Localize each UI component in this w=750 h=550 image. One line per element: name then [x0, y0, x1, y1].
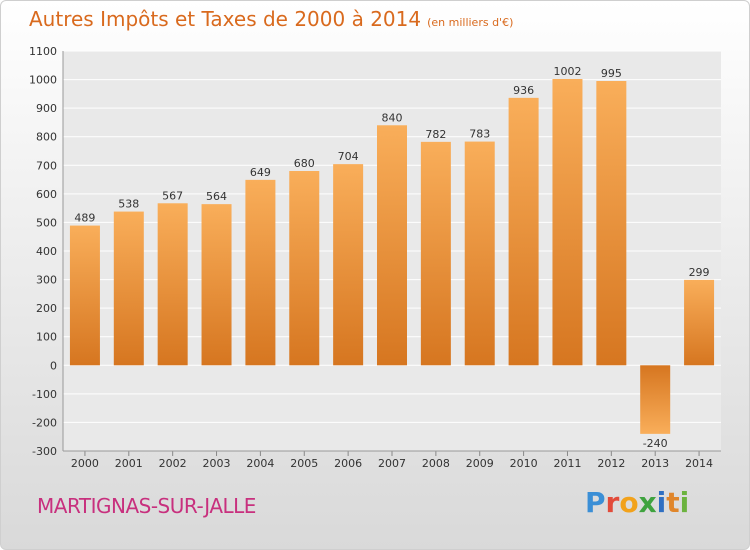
- bar: [69, 225, 100, 366]
- x-tick-label: 2009: [466, 457, 494, 470]
- x-tick-label: 2000: [71, 457, 99, 470]
- chart-title: Autres Impôts et Taxes de 2000 à 2014 (en…: [29, 7, 513, 31]
- x-tick-label: 2002: [159, 457, 187, 470]
- data-label: 840: [382, 111, 403, 124]
- labels-layer: -300 -200 -100 0 100 200 300 400 500 600 700 800 900…: [29, 45, 713, 470]
- x-tick-label: 2003: [203, 457, 231, 470]
- bar: [201, 204, 232, 366]
- data-label: 649: [250, 166, 271, 179]
- data-label: 782: [425, 128, 446, 141]
- y-tick-label: 900: [36, 102, 57, 115]
- chart-unit: (en milliers d'€): [427, 16, 514, 29]
- bar: [508, 97, 539, 366]
- bar: [333, 164, 364, 366]
- y-tick-label: 0: [50, 359, 57, 372]
- y-tick-label: -200: [32, 416, 57, 429]
- bar: [552, 79, 583, 366]
- bar: [464, 141, 495, 366]
- data-label: 538: [118, 198, 139, 211]
- data-label: 680: [294, 157, 315, 170]
- data-label: -240: [643, 437, 668, 450]
- data-label: 936: [513, 84, 534, 97]
- y-tick-label: 800: [36, 131, 57, 144]
- bar: [420, 141, 451, 366]
- x-tick-label: 2008: [422, 457, 450, 470]
- data-label: 489: [74, 212, 95, 225]
- x-tick-label: 2011: [553, 457, 581, 470]
- y-tick-label: 100: [36, 331, 57, 344]
- y-tick-label: 500: [36, 216, 57, 229]
- bar: [113, 211, 144, 366]
- bar: [640, 365, 671, 434]
- y-tick-label: -300: [32, 445, 57, 458]
- bar: [377, 125, 407, 366]
- x-tick-label: 2010: [510, 457, 538, 470]
- x-tick-label: 2005: [290, 457, 318, 470]
- data-label: 564: [206, 190, 227, 203]
- y-tick-label: -100: [32, 388, 57, 401]
- y-tick-label: 600: [36, 188, 57, 201]
- x-tick-label: 2013: [641, 457, 669, 470]
- bar: [289, 171, 320, 366]
- y-tick-label: 1000: [29, 74, 57, 87]
- y-tick-label: 400: [36, 245, 57, 258]
- x-tick-label: 2004: [246, 457, 274, 470]
- data-label: 299: [689, 266, 710, 279]
- data-label: 567: [162, 189, 183, 202]
- bars-layer: [69, 79, 715, 434]
- bar: [684, 279, 715, 366]
- x-tick-label: 2001: [115, 457, 143, 470]
- data-label: 704: [338, 150, 359, 163]
- x-tick-label: 2014: [685, 457, 713, 470]
- data-label: 995: [601, 67, 622, 80]
- bar: [596, 81, 627, 366]
- x-tick-label: 2007: [378, 457, 406, 470]
- bar: [157, 203, 188, 366]
- data-label: 783: [469, 128, 490, 141]
- x-tick-label: 2012: [597, 457, 625, 470]
- chart-title-text: Autres Impôts et Taxes de 2000 à 2014: [29, 7, 422, 31]
- proxiti-logo[interactable]: Proxiti: [585, 486, 690, 519]
- x-tick-label: 2006: [334, 457, 362, 470]
- y-tick-label: 300: [36, 274, 57, 287]
- y-tick-label: 200: [36, 302, 57, 315]
- commune-name: MARTIGNAS-SUR-JALLE: [37, 494, 256, 518]
- data-label: 1002: [553, 65, 581, 78]
- bar: [245, 179, 276, 366]
- y-tick-label: 700: [36, 159, 57, 172]
- y-tick-label: 1100: [29, 45, 57, 58]
